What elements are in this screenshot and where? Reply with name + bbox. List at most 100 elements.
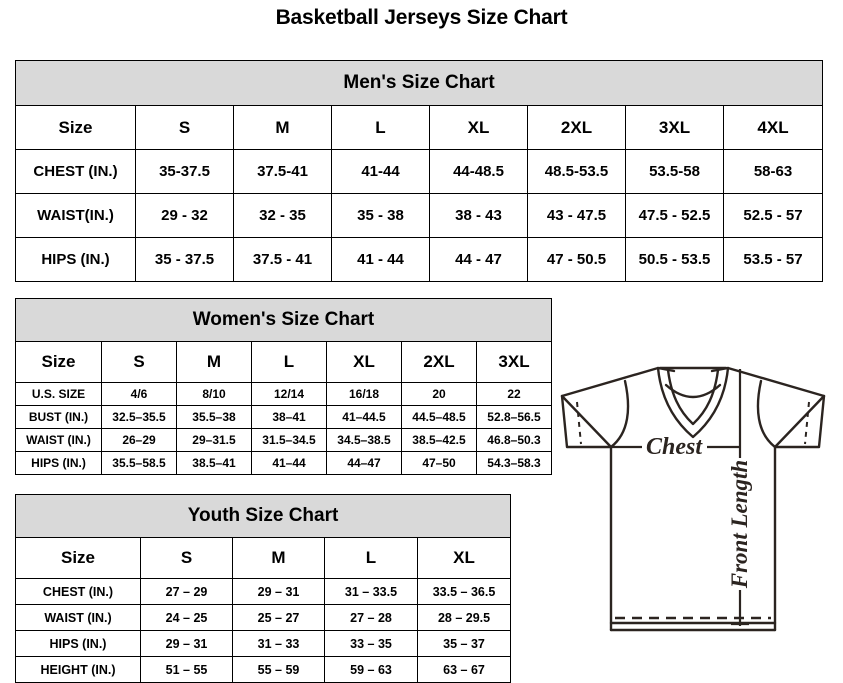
- mens-col-header-s: S: [135, 105, 234, 150]
- mens-waist-l: 35 - 38: [331, 193, 430, 238]
- jersey-left-armhole: [609, 379, 630, 449]
- womens-hips-3xl: 54.3–58.3: [476, 451, 552, 475]
- youth-caption-row: Youth Size Chart: [14, 494, 512, 538]
- womens-hips-l: 41–44: [251, 451, 327, 475]
- womens-size-chart-table: Women's Size Chart Size S M L XL 2XL 3XL…: [15, 298, 552, 475]
- mens-row-label-hips: HIPS (IN.): [15, 237, 136, 282]
- youth-waist-m: 25 – 27: [232, 604, 325, 631]
- mens-hips-s: 35 - 37.5: [135, 237, 234, 282]
- womens-bust-xl: 41–44.5: [326, 405, 402, 429]
- womens-row-label-bust: BUST (IN.): [15, 405, 102, 429]
- youth-chest-m: 29 – 31: [232, 578, 325, 605]
- jersey-right-sleeve-hem: [773, 394, 826, 449]
- mens-chest-4xl: 58-63: [722, 149, 824, 194]
- front-length-measure-line-group: [731, 369, 749, 626]
- mens-chest-l: 41-44: [331, 149, 430, 194]
- mens-col-header-m: M: [233, 105, 332, 150]
- chest-label: Chest: [646, 434, 703, 460]
- womens-column-header-row: Size S M L XL 2XL 3XL: [15, 341, 552, 383]
- youth-row-label-hips: HIPS (IN.): [15, 630, 141, 657]
- youth-chest-l: 31 – 33.5: [324, 578, 418, 605]
- mens-row-label-waist: WAIST(IN.): [15, 193, 136, 238]
- youth-col-header-size: Size: [15, 537, 141, 579]
- mens-waist-2xl: 43 - 47.5: [527, 193, 626, 238]
- womens-caption-row: Women's Size Chart: [15, 298, 552, 342]
- table-row: BUST (IN.) 32.5–35.5 35.5–38 38–41 41–44…: [15, 405, 552, 429]
- womens-col-header-2xl: 2XL: [401, 341, 477, 383]
- jersey-right-shoulder: [710, 366, 826, 449]
- jersey-vneck-outer: [656, 366, 730, 439]
- womens-bust-l: 38–41: [251, 405, 327, 429]
- table-row: U.S. SIZE 4/6 8/10 12/14 16/18 20 22: [15, 382, 552, 406]
- womens-hips-2xl: 47–50: [401, 451, 477, 475]
- womens-row-label-hips: HIPS (IN.): [15, 451, 102, 475]
- table-row: WAIST (IN.) 24 – 25 25 – 27 27 – 28 28 –…: [15, 604, 512, 631]
- youth-col-header-s: S: [140, 537, 233, 579]
- youth-chart-caption: Youth Size Chart: [14, 494, 512, 538]
- womens-row-label-waist: WAIST (IN.): [15, 428, 102, 452]
- mens-col-header-3xl: 3XL: [625, 105, 724, 150]
- mens-hips-4xl: 53.5 - 57: [722, 237, 824, 282]
- mens-chest-m: 37.5-41: [233, 149, 332, 194]
- mens-hips-m: 37.5 - 41: [233, 237, 332, 282]
- womens-waist-2xl: 38.5–42.5: [401, 428, 477, 452]
- youth-hips-l: 33 – 35: [324, 630, 418, 657]
- youth-col-header-m: M: [232, 537, 325, 579]
- mens-waist-m: 32 - 35: [233, 193, 332, 238]
- jersey-torso-outline: [609, 445, 777, 625]
- womens-bust-s: 32.5–35.5: [101, 405, 177, 429]
- womens-us-size-s: 4/6: [101, 382, 177, 406]
- youth-hips-s: 29 – 31: [140, 630, 233, 657]
- mens-col-header-size: Size: [15, 105, 136, 150]
- youth-col-header-l: L: [324, 537, 418, 579]
- youth-row-label-waist: WAIST (IN.): [15, 604, 141, 631]
- jersey-left-shoulder: [560, 366, 676, 449]
- womens-waist-s: 26–29: [101, 428, 177, 452]
- jersey-left-sleeve-seam-dashed: [576, 401, 582, 445]
- mens-chest-3xl: 53.5-58: [625, 149, 724, 194]
- mens-chest-2xl: 48.5-53.5: [527, 149, 626, 194]
- youth-col-header-xl: XL: [416, 537, 512, 579]
- womens-col-header-s: S: [101, 341, 177, 383]
- youth-waist-xl: 28 – 29.5: [416, 604, 512, 631]
- mens-waist-4xl: 52.5 - 57: [722, 193, 824, 238]
- womens-col-header-size: Size: [15, 341, 102, 383]
- jersey-right-sleeve-seam-dashed: [804, 401, 810, 445]
- mens-waist-xl: 38 - 43: [429, 193, 528, 238]
- womens-row-label-us-size: U.S. SIZE: [15, 382, 102, 406]
- mens-hips-3xl: 50.5 - 53.5: [625, 237, 724, 282]
- jersey-outline-group: [560, 366, 826, 632]
- mens-col-header-4xl: 4XL: [722, 105, 824, 150]
- mens-hips-2xl: 47 - 50.5: [527, 237, 626, 282]
- womens-hips-xl: 44–47: [326, 451, 402, 475]
- womens-waist-xl: 34.5–38.5: [326, 428, 402, 452]
- youth-waist-s: 24 – 25: [140, 604, 233, 631]
- front-length-label: Front Length: [727, 460, 752, 589]
- womens-us-size-2xl: 20: [401, 382, 477, 406]
- mens-caption-row: Men's Size Chart: [14, 60, 824, 106]
- mens-chest-s: 35-37.5: [135, 149, 234, 194]
- youth-chest-s: 27 – 29: [140, 578, 233, 605]
- jersey-sleeve-seam-group: [576, 401, 810, 445]
- jersey-right-armhole: [756, 379, 777, 449]
- v-neck-jersey-measurement-diagram: Chest Front Length: [527, 338, 837, 673]
- womens-us-size-3xl: 22: [476, 382, 552, 406]
- youth-hips-m: 31 – 33: [232, 630, 325, 657]
- youth-hips-xl: 35 – 37: [416, 630, 512, 657]
- table-row: HIPS (IN.) 29 – 31 31 – 33 33 – 35 35 – …: [15, 630, 512, 657]
- table-row: HIPS (IN.) 35.5–58.5 38.5–41 41–44 44–47…: [15, 451, 552, 475]
- womens-bust-2xl: 44.5–48.5: [401, 405, 477, 429]
- mens-col-header-l: L: [331, 105, 430, 150]
- jersey-illustration-svg: Chest Front Length: [560, 366, 826, 632]
- jersey-hem-side-ticks: [609, 621, 777, 632]
- womens-us-size-xl: 16/18: [326, 382, 402, 406]
- table-row: WAIST (IN.) 26–29 29–31.5 31.5–34.5 34.5…: [15, 428, 552, 452]
- table-row: CHEST (IN.) 27 – 29 29 – 31 31 – 33.5 33…: [15, 578, 512, 605]
- womens-us-size-l: 12/14: [251, 382, 327, 406]
- mens-hips-l: 41 - 44: [331, 237, 430, 282]
- womens-hips-m: 38.5–41: [176, 451, 252, 475]
- womens-bust-m: 35.5–38: [176, 405, 252, 429]
- youth-chest-xl: 33.5 – 36.5: [416, 578, 512, 605]
- mens-col-header-2xl: 2XL: [527, 105, 626, 150]
- mens-chest-xl: 44-48.5: [429, 149, 528, 194]
